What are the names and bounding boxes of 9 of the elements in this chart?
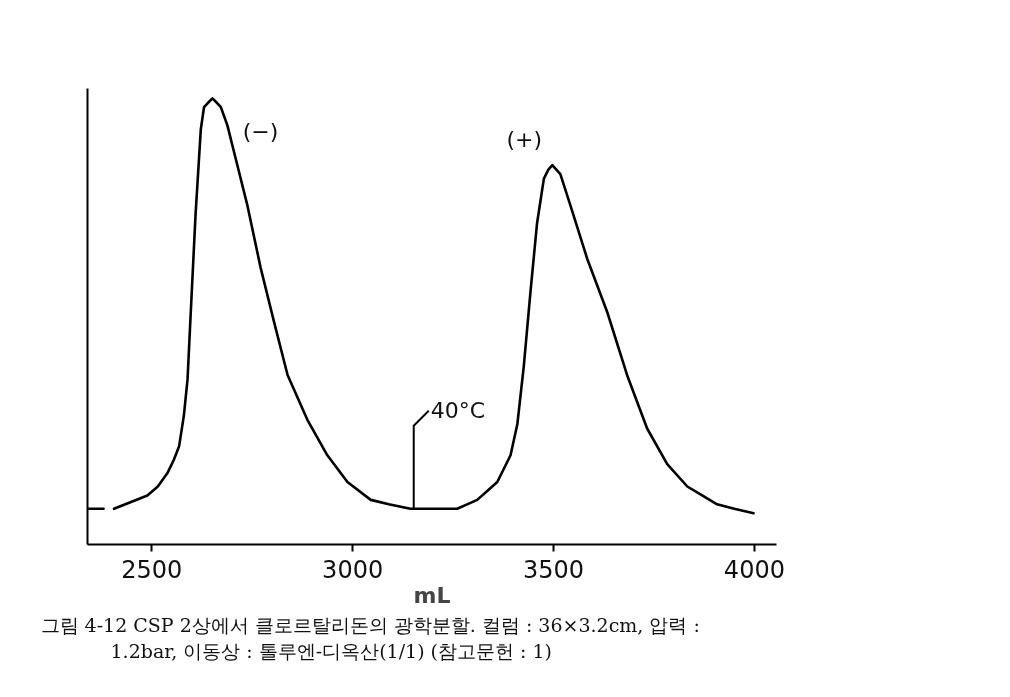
x-tick-label: 3500 xyxy=(522,555,585,584)
x-axis-title: mL xyxy=(413,582,451,608)
annotation: 40°C xyxy=(430,398,486,424)
x-tick-label: 4000 xyxy=(723,555,785,584)
caption: 그림 4-12 CSP 2상에서 클로르탈리돈의 광학분할. 컬럼 : 36×3.2cm, 압력 : 1.2bar, 이동상 : 톨루엔-디옥산(1/1) (참고문헌 : 1) xyxy=(40,613,700,662)
x-tick-label: 3000 xyxy=(322,555,384,584)
x-tick-label: 2500 xyxy=(121,555,183,584)
annotation: (+) xyxy=(506,126,543,152)
annotation: (−) xyxy=(242,118,279,144)
